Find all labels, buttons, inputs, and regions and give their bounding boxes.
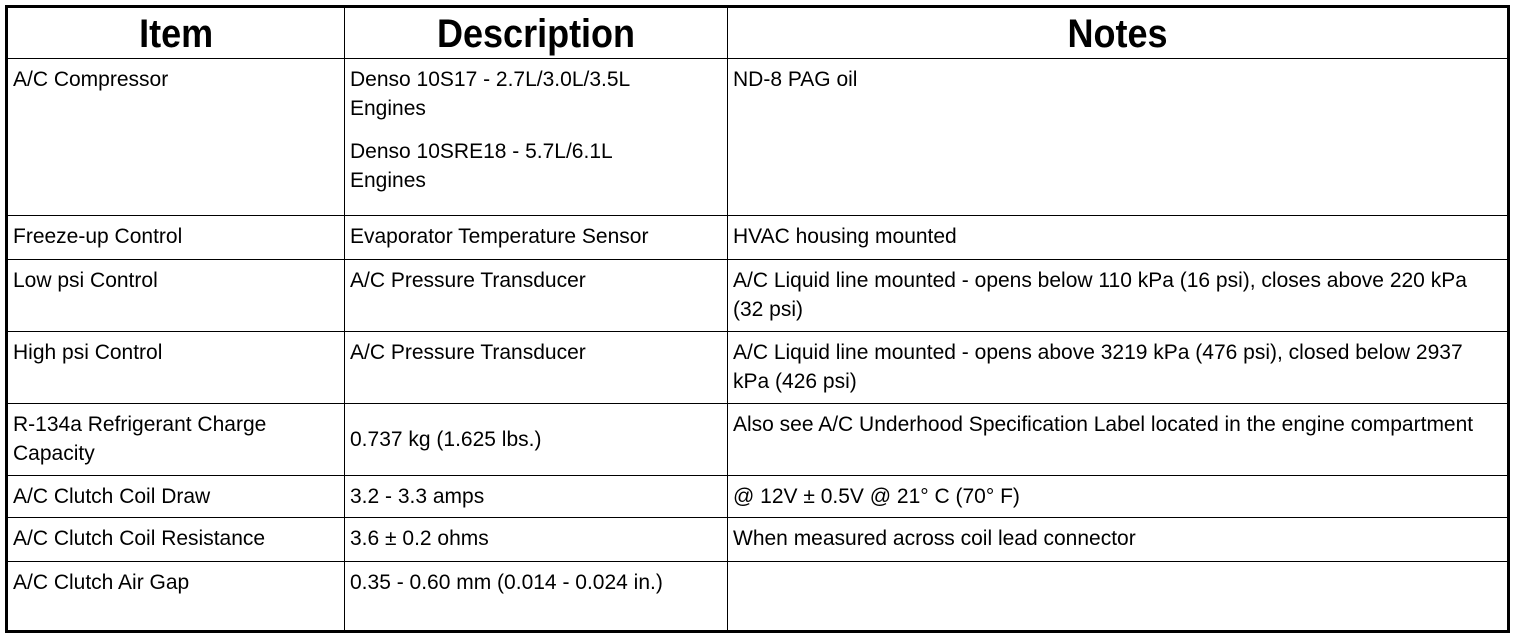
cell-notes: When measured across coil lead connector	[727, 517, 1509, 562]
cell-description: 3.2 - 3.3 amps	[344, 475, 728, 518]
cell-item: Low psi Control	[6, 259, 345, 332]
table-row: A/C Clutch Coil Draw 3.2 - 3.3 amps @ 12…	[6, 475, 1509, 518]
cell-notes: @ 12V ± 0.5V @ 21° C (70° F)	[727, 475, 1509, 518]
description-line-2: Denso 10SRE18 - 5.7L/6.1L Engines	[350, 140, 612, 192]
cell-item: A/C Clutch Air Gap	[6, 561, 345, 632]
header-description-label: Description	[436, 12, 636, 56]
cell-item: High psi Control	[6, 331, 345, 404]
cell-description: 0.737 kg (1.625 lbs.)	[344, 403, 728, 476]
table-row: A/C Clutch Air Gap 0.35 - 0.60 mm (0.014…	[6, 561, 1509, 632]
header-row: Item Description Notes	[6, 6, 1509, 59]
header-description: Description	[344, 6, 728, 59]
cell-notes: A/C Liquid line mounted - opens below 11…	[727, 259, 1509, 332]
description-line-1: Denso 10S17 - 2.7L/3.0L/3.5L Engines	[350, 68, 630, 120]
cell-item: A/C Compressor	[6, 58, 345, 216]
table-row: Low psi Control A/C Pressure Transducer …	[6, 259, 1509, 332]
cell-description: Evaporator Temperature Sensor	[344, 215, 728, 260]
cell-description: 3.6 ± 0.2 ohms	[344, 517, 728, 562]
cell-notes: ND-8 PAG oil	[727, 58, 1509, 216]
header-notes: Notes	[727, 6, 1509, 59]
cell-description: 0.35 - 0.60 mm (0.014 - 0.024 in.)	[344, 561, 728, 632]
header-item-label: Item	[138, 12, 214, 56]
cell-description: A/C Pressure Transducer	[344, 331, 728, 404]
cell-notes	[727, 561, 1509, 632]
cell-item: A/C Clutch Coil Draw	[6, 475, 345, 518]
table-row: A/C Clutch Coil Resistance 3.6 ± 0.2 ohm…	[6, 517, 1509, 562]
table-row: R-134a Refrigerant Charge Capacity 0.737…	[6, 403, 1509, 476]
header-notes-label: Notes	[1067, 12, 1168, 56]
header-item: Item	[6, 6, 345, 59]
table-row: Freeze-up Control Evaporator Temperature…	[6, 215, 1509, 260]
cell-description: Denso 10S17 - 2.7L/3.0L/3.5L Engines Dens…	[344, 58, 728, 216]
table-row: A/C Compressor Denso 10S17 - 2.7L/3.0L/3…	[6, 58, 1509, 216]
cell-notes: A/C Liquid line mounted - opens above 32…	[727, 331, 1509, 404]
spec-table: Item Description Notes A/C Compressor De…	[5, 5, 1510, 633]
cell-notes: HVAC housing mounted	[727, 215, 1509, 260]
cell-notes: Also see A/C Underhood Specification Lab…	[727, 403, 1509, 476]
cell-item: R-134a Refrigerant Charge Capacity	[6, 403, 345, 476]
cell-item: A/C Clutch Coil Resistance	[6, 517, 345, 562]
cell-item: Freeze-up Control	[6, 215, 345, 260]
cell-description: A/C Pressure Transducer	[344, 259, 728, 332]
table-row: High psi Control A/C Pressure Transducer…	[6, 331, 1509, 404]
